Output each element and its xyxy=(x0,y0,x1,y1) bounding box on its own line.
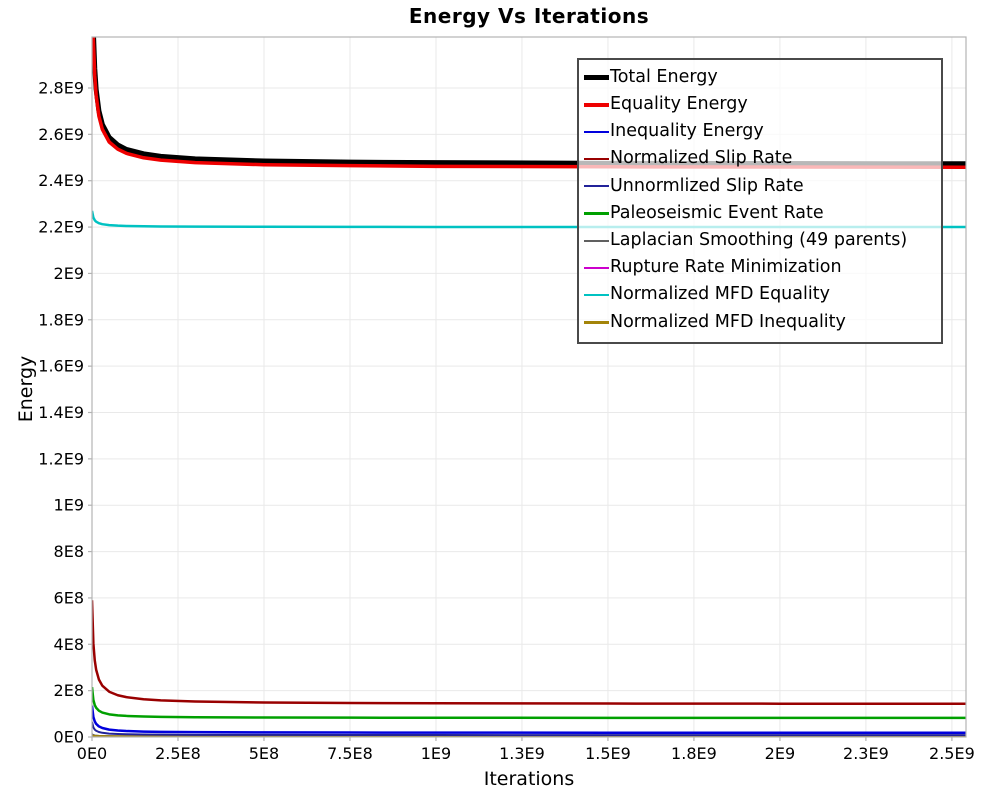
x-tick-label: 2.5E9 xyxy=(929,744,975,763)
x-tick-label: 2.5E8 xyxy=(155,744,201,763)
legend-label-inequality-energy: Inequality Energy xyxy=(610,121,764,142)
x-tick-label: 1.5E9 xyxy=(585,744,631,763)
x-tick-label: 2.3E9 xyxy=(843,744,889,763)
legend-swatch-rupture-rate-minimization xyxy=(584,266,609,269)
legend-swatch-laplacian-smoothing-49-parents xyxy=(584,239,609,242)
legend-label-paleoseismic-event-rate: Paleoseismic Event Rate xyxy=(610,202,824,223)
x-tick-label: 1.8E9 xyxy=(671,744,717,763)
legend-item-laplacian-smoothing-49-parents: Laplacian Smoothing (49 parents) xyxy=(584,227,933,254)
series-line-inequality-energy xyxy=(92,705,966,734)
legend-item-normalized-mfd-equality: Normalized MFD Equality xyxy=(584,282,933,309)
legend-swatch-equality-energy xyxy=(584,103,609,107)
y-axis-label: Energy xyxy=(15,355,37,423)
x-tick-label: 0E0 xyxy=(77,744,107,763)
legend-swatch-normalized-mfd-equality xyxy=(584,293,609,297)
plot-border xyxy=(91,36,967,738)
legend-item-normalized-slip-rate: Normalized Slip Rate xyxy=(584,146,933,173)
legend-swatch-inequality-energy xyxy=(584,130,609,134)
legend-swatch-paleoseismic-event-rate xyxy=(584,212,609,215)
x-tick-label: 7.5E8 xyxy=(327,744,373,763)
legend-item-rupture-rate-minimization: Rupture Rate Minimization xyxy=(584,254,933,281)
legend-label-normalized-mfd-equality: Normalized MFD Equality xyxy=(610,284,830,305)
y-tick-label: 1.6E9 xyxy=(38,357,84,376)
y-tick-label: 1.4E9 xyxy=(38,403,84,422)
x-tick-label: 2E9 xyxy=(765,744,795,763)
legend-item-paleoseismic-event-rate: Paleoseismic Event Rate xyxy=(584,200,933,227)
legend-label-normalized-slip-rate: Normalized Slip Rate xyxy=(610,148,793,169)
legend-label-unnormlized-slip-rate: Unnormlized Slip Rate xyxy=(610,175,804,196)
legend-item-inequality-energy: Inequality Energy xyxy=(584,118,933,145)
y-tick-label: 0E0 xyxy=(54,728,84,747)
x-axis-label: Iterations xyxy=(483,768,575,790)
legend-swatch-unnormlized-slip-rate xyxy=(584,185,609,188)
y-tick-label: 2.2E9 xyxy=(38,218,84,237)
y-tick-label: 2.4E9 xyxy=(38,171,84,190)
legend-item-total-energy: Total Energy xyxy=(584,64,933,91)
y-tick-label: 2.6E9 xyxy=(38,125,84,144)
y-tick-label: 4E8 xyxy=(54,635,84,654)
series-line-normalized-slip-rate xyxy=(92,600,966,706)
y-tick-label: 1E9 xyxy=(54,496,84,515)
legend-swatch-normalized-slip-rate xyxy=(584,157,609,161)
series-line-equality-energy xyxy=(92,37,966,170)
legend-label-equality-energy: Equality Energy xyxy=(610,94,748,115)
series-line-normalized-mfd-equality xyxy=(92,210,966,229)
legend: Total Energy Equality Energy Inequality En… xyxy=(577,58,943,344)
legend-swatch-total-energy xyxy=(584,75,609,81)
y-tick-label: 2E9 xyxy=(54,264,84,283)
y-tick-label: 2.8E9 xyxy=(38,78,84,97)
y-tick-label: 1.8E9 xyxy=(38,310,84,329)
legend-item-unnormlized-slip-rate: Unnormlized Slip Rate xyxy=(584,173,933,200)
legend-label-laplacian-smoothing-49-parents: Laplacian Smoothing (49 parents) xyxy=(610,229,908,250)
series-line-unnormlized-slip-rate xyxy=(92,721,966,737)
legend-label-rupture-rate-minimization: Rupture Rate Minimization xyxy=(610,257,842,278)
series-line-paleoseismic-event-rate xyxy=(92,687,966,720)
legend-label-normalized-mfd-inequality: Normalized MFD Inequality xyxy=(610,311,846,332)
y-tick-label: 1.2E9 xyxy=(38,449,84,468)
x-tick-label: 1.3E9 xyxy=(499,744,545,763)
y-tick-label: 8E8 xyxy=(54,542,84,561)
legend-item-normalized-mfd-inequality: Normalized MFD Inequality xyxy=(584,309,933,336)
x-tick-label: 5E8 xyxy=(249,744,279,763)
legend-swatch-normalized-mfd-inequality xyxy=(584,321,609,324)
legend-label-total-energy: Total Energy xyxy=(610,66,718,87)
x-tick-label: 1E9 xyxy=(421,744,451,763)
legend-item-equality-energy: Equality Energy xyxy=(584,91,933,118)
y-tick-label: 2E8 xyxy=(54,681,84,700)
chart-title: Energy Vs Iterations xyxy=(408,4,650,28)
y-tick-label: 6E8 xyxy=(54,588,84,607)
